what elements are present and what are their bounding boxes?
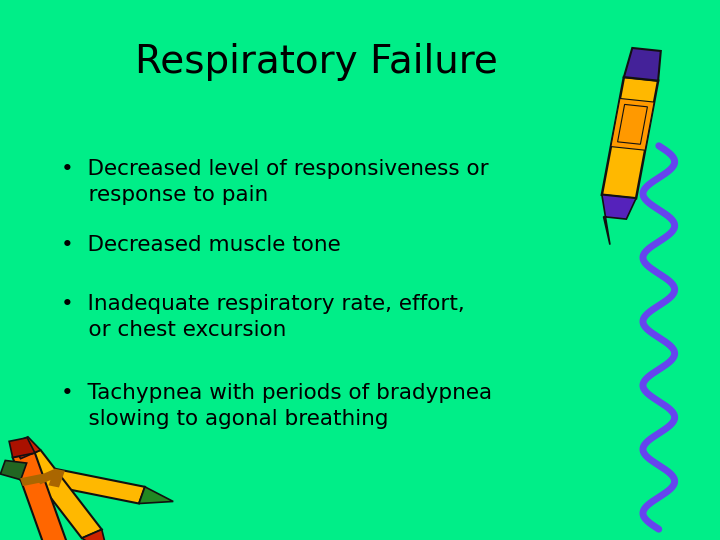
Polygon shape: [12, 437, 40, 458]
Text: •  Inadequate respiratory rate, effort,
    or chest excursion: • Inadequate respiratory rate, effort, o…: [61, 294, 465, 340]
Polygon shape: [139, 487, 174, 503]
Polygon shape: [21, 463, 145, 503]
Polygon shape: [616, 106, 652, 120]
Polygon shape: [82, 530, 108, 540]
Polygon shape: [1, 461, 27, 480]
Polygon shape: [21, 450, 102, 538]
Polygon shape: [9, 438, 35, 457]
Polygon shape: [35, 469, 60, 484]
Text: •  Decreased level of responsiveness or
    response to pain: • Decreased level of responsiveness or r…: [61, 159, 489, 205]
Polygon shape: [602, 77, 658, 198]
Text: •  Tachypnea with periods of bradypnea
    slowing to agonal breathing: • Tachypnea with periods of bradypnea sl…: [61, 383, 492, 429]
Polygon shape: [20, 474, 45, 486]
Polygon shape: [48, 469, 65, 488]
Text: •  Decreased muscle tone: • Decreased muscle tone: [61, 235, 341, 255]
Polygon shape: [611, 98, 654, 150]
Polygon shape: [624, 48, 661, 80]
Polygon shape: [13, 453, 66, 540]
Polygon shape: [616, 117, 651, 126]
Polygon shape: [602, 195, 636, 245]
Text: Respiratory Failure: Respiratory Failure: [135, 43, 498, 81]
